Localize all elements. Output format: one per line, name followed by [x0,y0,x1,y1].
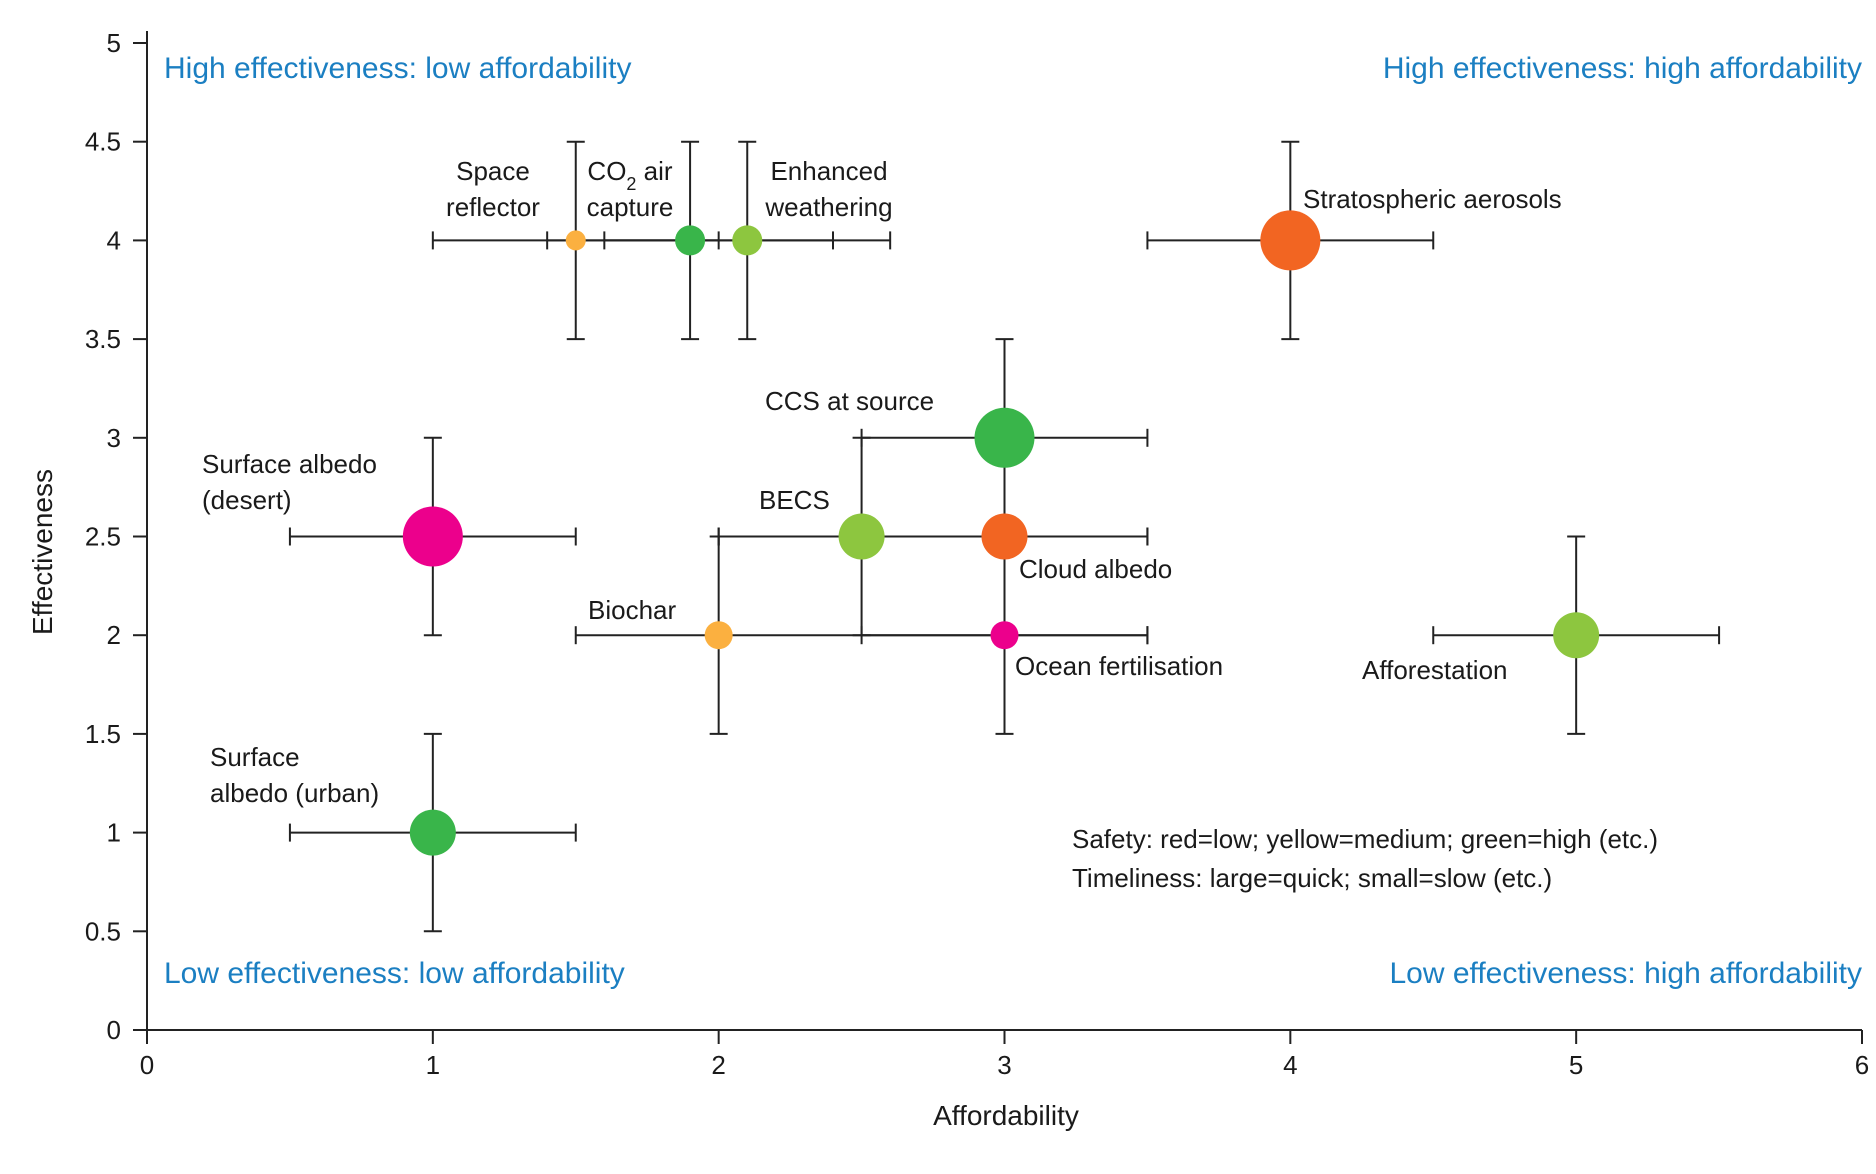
stratospheric-aerosols-label: Stratospheric aerosols [1303,184,1562,214]
afforestation-label: Afforestation [1362,655,1508,685]
y-tick-label-1: 0.5 [85,916,121,946]
enhanced-weathering-label: Enhanced weathering [764,156,892,222]
x-tick-label-2: 2 [711,1050,725,1080]
quadrant-label-top-right: High effectiveness: high affordability [1383,52,1862,85]
axes: 0 1 2 3 4 5 6 0 0.5 1 1.5 2 2.5 3 3.5 4 4.5 5 [85,28,1869,1080]
quadrant-label-bottom-right: Low effectiveness: high affordability [1389,957,1862,990]
surface-albedo-urban-label: Surface albedo (urban) [210,742,379,808]
becs-label: BECS [759,485,830,515]
point-labels: Space reflector CO2 air capture Enhanced weat… [202,156,1562,808]
y-axis-title: Effectiveness [27,469,58,635]
y-tick-label-10: 5 [107,28,121,58]
ocean-fertilisation-label: Ocean fertilisation [1015,651,1223,681]
y-tick-label-4: 2 [107,620,121,650]
x-tick-label-4: 4 [1283,1050,1297,1080]
x-tick-label-6: 6 [1855,1050,1869,1080]
y-tick-label-9: 4.5 [85,127,121,157]
x-tick-label-0: 0 [140,1050,154,1080]
y-tick-label-5: 2.5 [85,522,121,552]
surface-albedo-desert-point [402,506,463,567]
y-tick-label-0: 0 [107,1015,121,1045]
y-tick-label-6: 3 [107,423,121,453]
space-reflector-label: Space reflector [446,156,540,222]
cloud-albedo-label: Cloud albedo [1019,554,1172,584]
biochar-point [704,621,733,650]
space-reflector-point [565,230,586,251]
legend-safety: Safety: red=low; yellow=medium; green=hi… [1072,824,1658,854]
x-axis-title: Affordability [933,1100,1079,1131]
y-tick-label-3: 1.5 [85,719,121,749]
surface-albedo-desert-label: Surface albedo (desert) [202,449,377,515]
x-tick-label-3: 3 [997,1050,1011,1080]
ccs-at-source-label: CCS at source [765,386,934,416]
co2-air-capture-label: CO2 air capture [587,156,674,222]
stratospheric-aerosols-point [1260,210,1321,271]
co2-air-capture-point [675,225,706,256]
surface-albedo-urban-point [409,809,456,856]
legend-timeliness: Timeliness: large=quick; small=slow (etc… [1072,863,1552,893]
ocean-fertilisation-point [990,621,1019,650]
cloud-albedo-point [981,513,1028,560]
afforestation-point [1553,612,1600,659]
quadrant-label-bottom-left: Low effectiveness: low affordability [164,957,625,990]
x-tick-label-5: 5 [1569,1050,1583,1080]
becs-point [838,513,885,560]
y-tick-label-7: 3.5 [85,324,121,354]
x-tick-label-1: 1 [426,1050,440,1080]
quadrant-label-top-left: High effectiveness: low affordability [164,52,631,85]
ccs-at-source-point [974,407,1035,468]
y-tick-label-2: 1 [107,818,121,848]
data-points [402,210,1600,856]
biochar-label: Biochar [588,595,676,625]
enhanced-weathering-point [732,225,763,256]
y-tick-label-8: 4 [107,225,121,255]
